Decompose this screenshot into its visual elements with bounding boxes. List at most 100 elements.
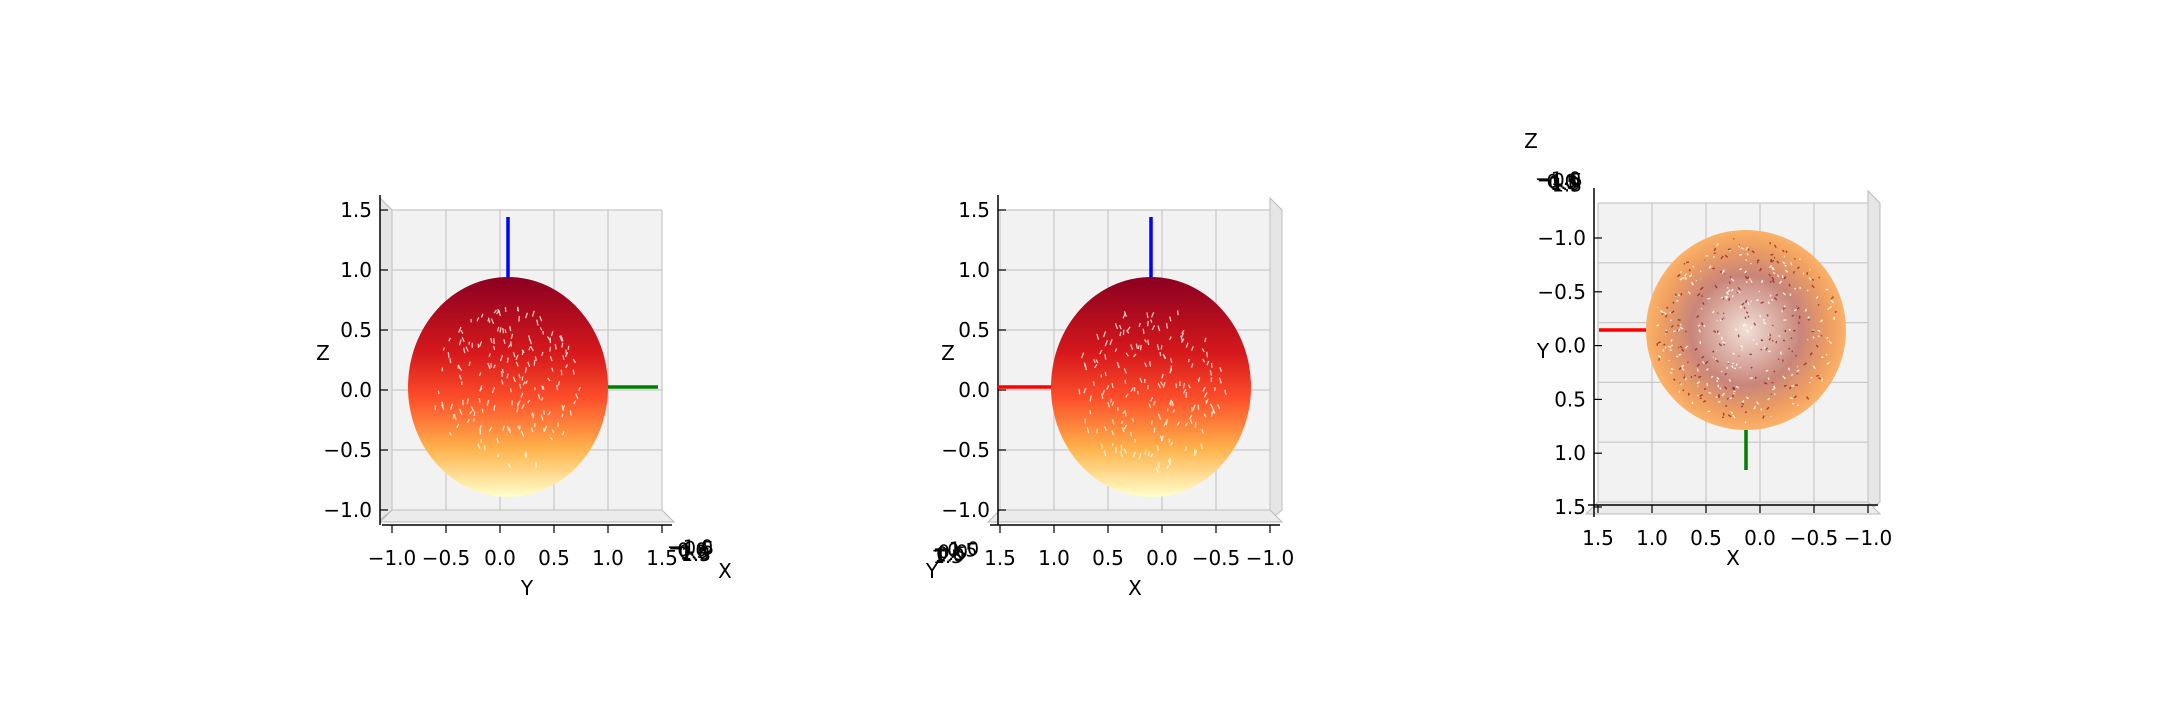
surface-speckle bbox=[1702, 302, 1705, 305]
floor-pane bbox=[986, 509, 1284, 523]
surface-speckle bbox=[460, 329, 464, 334]
surface-speckle bbox=[1203, 392, 1208, 398]
surface-speckle bbox=[1785, 250, 1788, 254]
surface-speckle bbox=[491, 386, 496, 394]
surface-speckle bbox=[1783, 276, 1787, 280]
surface-speckle bbox=[1741, 399, 1745, 404]
surface-speckle bbox=[478, 341, 483, 348]
surface-speckle bbox=[1789, 386, 1792, 390]
surface-speckle bbox=[1146, 312, 1149, 319]
surface-speckle bbox=[468, 361, 471, 366]
surface-speckle bbox=[1674, 293, 1678, 297]
surface-speckle bbox=[1703, 324, 1706, 328]
surface-speckle bbox=[1713, 330, 1717, 334]
vertical-tick-label: 0.5 bbox=[958, 318, 990, 342]
horizontal-tick-label: −0.5 bbox=[1790, 526, 1839, 550]
surface-speckle bbox=[1694, 374, 1697, 377]
surface-speckle bbox=[487, 317, 490, 322]
surface-speckle bbox=[448, 337, 451, 342]
surface-speckle bbox=[1796, 266, 1800, 270]
subplot-top-view-xy: −1.0−0.50.00.51.01.51.5 1.0 0.5 0.0 −0.5 −1.0… bbox=[1524, 129, 1892, 570]
surface-speckle bbox=[506, 357, 509, 363]
sphere-surface bbox=[1051, 277, 1251, 497]
surface-speckle bbox=[578, 386, 581, 391]
surface-speckle bbox=[1132, 353, 1137, 358]
surface-speckle bbox=[1741, 302, 1745, 306]
surface-speckle bbox=[1809, 352, 1814, 356]
surface-speckle bbox=[1673, 378, 1676, 381]
surface-speckle bbox=[1699, 286, 1704, 291]
surface-speckle bbox=[488, 427, 492, 432]
surface-speckle bbox=[1106, 385, 1110, 390]
surface-speckle bbox=[502, 425, 506, 431]
surface-speckle bbox=[1080, 352, 1085, 359]
surface-speckle bbox=[561, 342, 564, 348]
surface-speckle bbox=[1747, 301, 1750, 306]
surface-speckle bbox=[1204, 337, 1207, 343]
surface-speckle bbox=[507, 463, 511, 468]
surface-speckle bbox=[509, 326, 512, 332]
surface-speckle bbox=[1778, 280, 1783, 285]
surface-speckle bbox=[1102, 331, 1107, 338]
surface-speckle bbox=[1694, 347, 1698, 351]
surface-speckle bbox=[1740, 405, 1744, 408]
surface-speckle bbox=[1732, 414, 1736, 419]
surface-speckle bbox=[1684, 276, 1687, 280]
surface-speckle bbox=[458, 326, 462, 333]
surface-speckle bbox=[1679, 382, 1682, 384]
surface-speckle bbox=[518, 374, 521, 379]
surface-speckle bbox=[1724, 254, 1729, 258]
surface-speckle bbox=[1834, 310, 1837, 314]
depth-tick-label: 1.5 bbox=[933, 546, 963, 568]
surface-speckle bbox=[1189, 414, 1193, 420]
surface-speckle bbox=[1184, 422, 1189, 427]
depth-tick-label: −1.0 bbox=[933, 538, 979, 560]
surface-speckle bbox=[1095, 359, 1099, 364]
depth-tick-label: 0.5 bbox=[1548, 172, 1578, 194]
surface-speckle bbox=[560, 335, 564, 342]
surface-speckle bbox=[1760, 408, 1763, 411]
surface-speckle bbox=[1657, 341, 1661, 344]
surface-speckle bbox=[1167, 459, 1172, 466]
surface-speckle bbox=[499, 327, 502, 333]
surface-speckle bbox=[1794, 287, 1797, 290]
surface-speckle bbox=[1748, 278, 1751, 281]
axis-indicator-lines bbox=[506, 217, 658, 389]
surface-speckle bbox=[1825, 353, 1828, 356]
surface-speckle bbox=[1725, 291, 1729, 296]
surface-speckle bbox=[493, 338, 495, 345]
surface-speckle bbox=[1679, 278, 1683, 281]
surface-speckle bbox=[1171, 400, 1174, 407]
surface-speckle bbox=[561, 405, 565, 411]
surface-speckle bbox=[575, 393, 579, 400]
surface-speckle bbox=[453, 413, 457, 421]
surface-speckle bbox=[1760, 348, 1763, 351]
surface-speckle bbox=[551, 429, 555, 434]
surface-speckle bbox=[1096, 333, 1100, 340]
depth-tick-labels: −1.0−0.50.00.51.01.5 bbox=[667, 536, 714, 566]
surface-speckle bbox=[1771, 298, 1774, 301]
surface-speckle bbox=[1750, 300, 1752, 303]
subplot-side-view-xz: −1.0−0.50.00.51.01.51.5 1.0 0.5 0.0 −0.5 −1.0… bbox=[925, 195, 1294, 600]
surface-speckle bbox=[1827, 308, 1830, 311]
surface-speckle bbox=[1122, 409, 1126, 415]
surface-speckle bbox=[534, 387, 536, 391]
surface-speckle bbox=[1130, 344, 1134, 350]
surface-speckle bbox=[1670, 324, 1674, 328]
surface-speckle bbox=[1121, 420, 1123, 425]
surface-speckle bbox=[1782, 292, 1787, 296]
surface-speckle bbox=[478, 372, 482, 377]
surface-speckle bbox=[1209, 370, 1213, 376]
surface-speckle bbox=[1782, 307, 1786, 310]
surface-speckle bbox=[1749, 376, 1753, 380]
vertical-tick-label: 1.5 bbox=[1554, 495, 1586, 519]
surface-speckle bbox=[1768, 333, 1772, 337]
surface-speckle bbox=[1790, 337, 1793, 340]
surface-speckle bbox=[1743, 323, 1748, 327]
surface-speckle bbox=[1711, 350, 1715, 353]
surface-speckle bbox=[1201, 348, 1205, 353]
surface-speckle bbox=[1731, 362, 1735, 365]
surface-speckle bbox=[1116, 361, 1120, 369]
surface-speckle bbox=[501, 368, 504, 374]
horizontal-tick-label: 0.5 bbox=[538, 546, 570, 570]
